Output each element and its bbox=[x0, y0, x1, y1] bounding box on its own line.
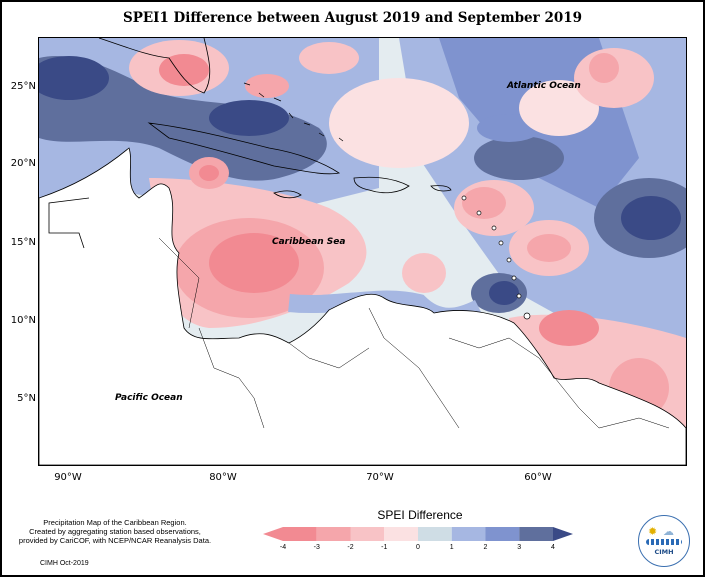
label-atlantic-ocean: Atlantic Ocean bbox=[507, 81, 581, 91]
legend-tick: -1 bbox=[381, 544, 388, 551]
lat-label-15n: 15°N bbox=[10, 237, 36, 248]
legend-tick: 2 bbox=[483, 544, 488, 551]
cloud-icon: ☁ bbox=[663, 525, 674, 538]
lon-label-70w: 70°W bbox=[366, 472, 394, 483]
legend-colorbar: -4 -3 -2 -1 0 1 2 3 4 bbox=[263, 526, 573, 551]
lon-label-80w: 80°W bbox=[209, 472, 237, 483]
map-caption: Precipitation Map of the Caribbean Regio… bbox=[10, 518, 220, 545]
legend-swatch-7 bbox=[485, 527, 520, 541]
waves-icon bbox=[646, 539, 682, 545]
label-pacific-ocean: Pacific Ocean bbox=[115, 393, 183, 403]
lat-label-25n: 25°N bbox=[10, 81, 36, 92]
sun-icon: ✹ bbox=[648, 525, 658, 538]
legend-swatch-6 bbox=[451, 527, 486, 541]
caption-line-2: Created by aggregating station based obs… bbox=[29, 527, 201, 536]
credit-text: CIMH Oct-2019 bbox=[40, 560, 89, 567]
logo-text: CIMH bbox=[654, 548, 674, 556]
legend-tick: -4 bbox=[279, 544, 287, 551]
lat-label-20n: 20°N bbox=[10, 158, 36, 169]
legend-swatch-3 bbox=[350, 527, 385, 541]
spei-map-canvas bbox=[39, 38, 686, 465]
legend-tick: -2 bbox=[347, 544, 354, 551]
lat-label-5n: 5°N bbox=[17, 393, 36, 404]
legend-tick: 4 bbox=[551, 544, 555, 551]
legend-arrow-left bbox=[263, 527, 283, 541]
legend-swatch-8 bbox=[519, 527, 553, 541]
legend-tick: 1 bbox=[449, 544, 454, 551]
legend-tick: 3 bbox=[517, 544, 522, 551]
caption-line-3: provided by CariCOF, with NCEP/NCAR Rean… bbox=[18, 536, 212, 545]
legend-swatch-2 bbox=[316, 527, 351, 541]
legend-swatch-5 bbox=[418, 527, 452, 541]
map-title: SPEI1 Difference between August 2019 and… bbox=[122, 10, 583, 26]
lon-label-60w: 60°W bbox=[524, 472, 552, 483]
legend-arrow-right bbox=[553, 527, 573, 541]
cimh-logo: ✹ ☁ CIMH bbox=[638, 515, 690, 567]
legend-tick: -3 bbox=[313, 544, 320, 551]
label-caribbean-sea: Caribbean Sea bbox=[272, 237, 346, 247]
legend-tick: 0 bbox=[416, 544, 420, 551]
lat-label-10n: 10°N bbox=[10, 315, 36, 326]
legend-swatch-1 bbox=[283, 527, 317, 541]
caption-line-1: Precipitation Map of the Caribbean Regio… bbox=[43, 518, 187, 527]
legend-swatch-4 bbox=[384, 527, 418, 541]
spei-map bbox=[38, 37, 687, 466]
legend-bar-svg bbox=[263, 527, 573, 541]
lon-label-90w: 90°W bbox=[54, 472, 82, 483]
legend-title: SPEI Difference bbox=[377, 508, 463, 522]
